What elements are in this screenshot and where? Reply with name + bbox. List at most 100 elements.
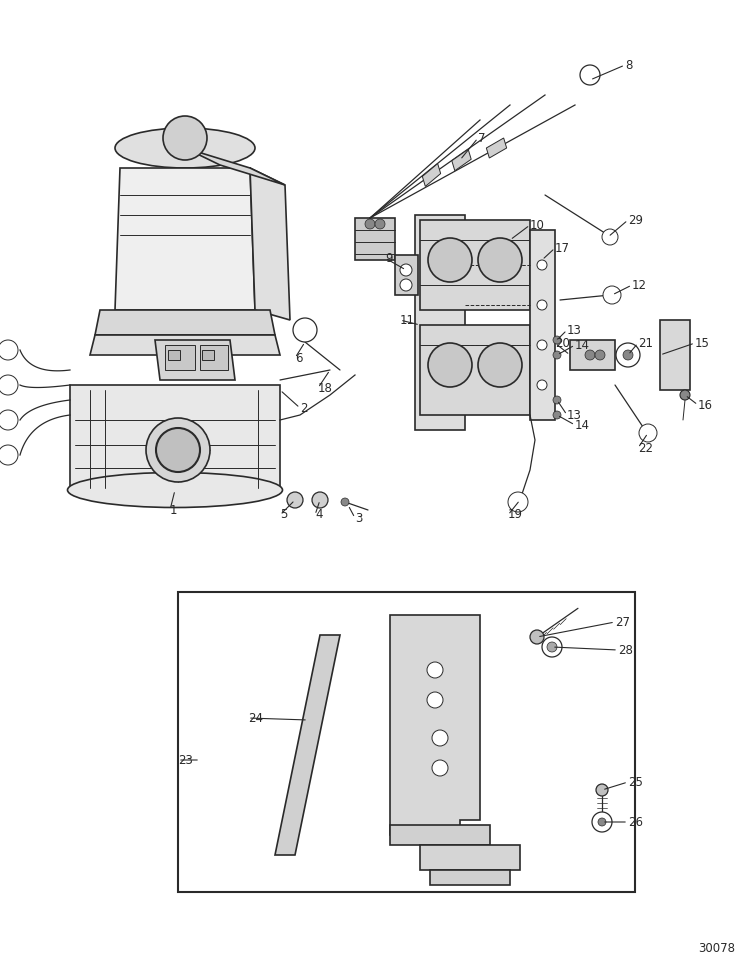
Circle shape: [0, 340, 18, 360]
Polygon shape: [422, 164, 441, 187]
Polygon shape: [420, 845, 520, 870]
Circle shape: [478, 343, 522, 387]
Text: 1: 1: [170, 504, 178, 516]
Circle shape: [542, 637, 562, 657]
Circle shape: [400, 279, 412, 291]
Circle shape: [553, 396, 561, 404]
Text: 17: 17: [555, 242, 570, 254]
Text: 30078: 30078: [698, 942, 735, 954]
Polygon shape: [570, 340, 615, 370]
Bar: [165, 345, 195, 370]
Circle shape: [585, 350, 595, 360]
Circle shape: [428, 238, 472, 282]
Circle shape: [156, 428, 200, 472]
Circle shape: [595, 350, 605, 360]
Text: 14: 14: [575, 419, 590, 431]
Text: 10: 10: [530, 219, 544, 231]
Text: 22: 22: [638, 441, 653, 455]
Circle shape: [553, 336, 561, 344]
Polygon shape: [420, 325, 530, 415]
Text: 20: 20: [555, 336, 570, 350]
Polygon shape: [115, 168, 255, 310]
Text: 8: 8: [625, 59, 632, 71]
Circle shape: [596, 784, 608, 796]
Circle shape: [163, 116, 207, 160]
Text: 13: 13: [567, 324, 582, 336]
Circle shape: [432, 760, 448, 776]
Polygon shape: [250, 168, 290, 320]
Text: 5: 5: [280, 508, 287, 522]
Circle shape: [530, 630, 544, 644]
Polygon shape: [420, 220, 530, 310]
Circle shape: [616, 343, 640, 367]
Text: 14: 14: [575, 339, 590, 351]
Bar: [200, 345, 228, 370]
Circle shape: [427, 692, 443, 708]
Circle shape: [365, 219, 375, 229]
Text: 26: 26: [628, 816, 643, 828]
Circle shape: [602, 229, 618, 245]
Bar: [168, 350, 180, 360]
Circle shape: [400, 264, 412, 276]
Circle shape: [580, 65, 600, 85]
Polygon shape: [660, 320, 690, 390]
Polygon shape: [70, 385, 280, 490]
Polygon shape: [355, 218, 395, 260]
Circle shape: [537, 340, 547, 350]
Circle shape: [312, 492, 328, 508]
Circle shape: [478, 238, 522, 282]
Polygon shape: [395, 255, 418, 295]
Text: 19: 19: [508, 508, 523, 522]
Circle shape: [537, 300, 547, 310]
Polygon shape: [390, 615, 480, 835]
Polygon shape: [275, 635, 340, 855]
Polygon shape: [415, 215, 465, 430]
Circle shape: [432, 730, 448, 746]
Text: 23: 23: [178, 753, 193, 767]
Circle shape: [598, 818, 606, 826]
Circle shape: [287, 492, 303, 508]
Circle shape: [639, 424, 657, 442]
Polygon shape: [185, 148, 285, 185]
Text: 16: 16: [698, 399, 713, 411]
Text: 18: 18: [318, 381, 333, 395]
Circle shape: [375, 219, 385, 229]
Text: 25: 25: [628, 775, 643, 789]
Circle shape: [537, 380, 547, 390]
Circle shape: [623, 350, 633, 360]
Circle shape: [547, 642, 557, 652]
Polygon shape: [486, 138, 507, 158]
Text: 3: 3: [355, 511, 362, 525]
Text: 6: 6: [295, 351, 302, 365]
Circle shape: [592, 812, 612, 832]
Circle shape: [0, 445, 18, 465]
Circle shape: [146, 418, 210, 482]
Text: 13: 13: [567, 408, 582, 422]
Text: 29: 29: [628, 214, 643, 226]
Circle shape: [603, 286, 621, 304]
Bar: [178, 592, 635, 892]
Text: 12: 12: [632, 278, 647, 292]
Polygon shape: [390, 825, 490, 845]
Text: 24: 24: [248, 712, 263, 724]
Text: 2: 2: [300, 402, 307, 414]
Ellipse shape: [68, 473, 283, 508]
Text: 4: 4: [315, 508, 322, 522]
Polygon shape: [530, 230, 555, 420]
Polygon shape: [452, 149, 471, 170]
Circle shape: [341, 498, 349, 506]
Circle shape: [553, 351, 561, 359]
Text: 9: 9: [385, 251, 392, 265]
Text: 15: 15: [695, 336, 709, 350]
Text: 11: 11: [400, 314, 415, 326]
Polygon shape: [155, 340, 235, 380]
Text: 21: 21: [638, 336, 653, 350]
Circle shape: [0, 410, 18, 430]
Polygon shape: [95, 310, 275, 335]
Circle shape: [293, 318, 317, 342]
Text: 7: 7: [478, 132, 485, 144]
Circle shape: [680, 390, 690, 400]
Ellipse shape: [115, 128, 255, 168]
Circle shape: [427, 662, 443, 678]
Polygon shape: [430, 870, 510, 885]
